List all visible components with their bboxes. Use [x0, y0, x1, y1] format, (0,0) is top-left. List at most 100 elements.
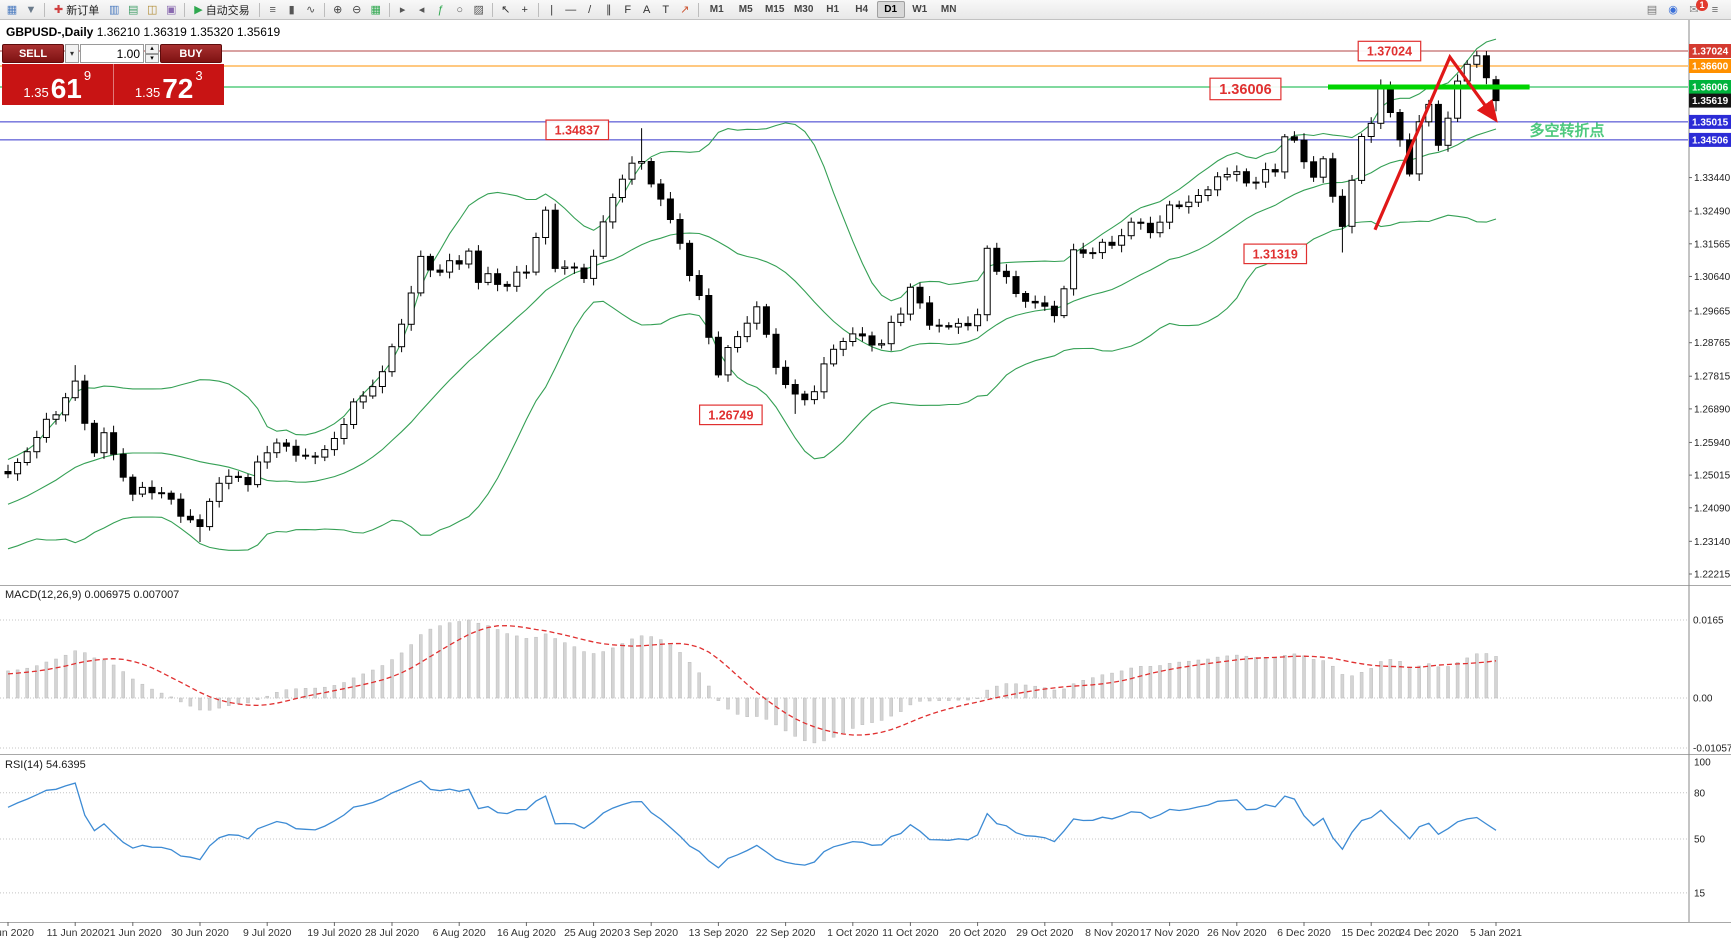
- macd-label: MACD(12,26,9) 0.006975 0.007007: [5, 589, 180, 601]
- chart-shift-icon[interactable]: ◂: [418, 3, 425, 16]
- arrows-icon[interactable]: ↗: [680, 3, 690, 16]
- price-pane[interactable]: [0, 38, 1688, 551]
- new-chart-icon[interactable]: ▦: [6, 3, 18, 16]
- svg-text:16 Aug 2020: 16 Aug 2020: [497, 927, 556, 939]
- buy-price-pip: 3: [195, 68, 203, 83]
- timeframe-d1[interactable]: D1: [876, 1, 905, 18]
- price-tag-1.34506: [1689, 132, 1731, 147]
- volume-decrease-button[interactable]: ▾: [145, 53, 159, 63]
- svg-text:20 Oct 2020: 20 Oct 2020: [949, 927, 1006, 939]
- timeframe-m15[interactable]: M15: [764, 4, 785, 15]
- volume-spinner: ▴ ▾: [145, 44, 159, 63]
- sell-price-panel[interactable]: 1.35 61 9: [2, 64, 114, 105]
- indicators-icon[interactable]: ƒ: [437, 3, 444, 16]
- sell-price-pip: 9: [83, 68, 92, 83]
- autotrading-button[interactable]: ▶ 自动交易: [189, 2, 254, 18]
- new-order-button-glyph: ✚: [54, 4, 64, 16]
- timeframe-h1[interactable]: H1: [826, 4, 840, 15]
- buy-price-panel[interactable]: 1.35 72 3: [113, 64, 224, 105]
- svg-text:8 Nov 2020: 8 Nov 2020: [1085, 927, 1139, 939]
- channel-icon[interactable]: ∥: [605, 3, 612, 16]
- timeframe-h4[interactable]: H4: [855, 4, 869, 15]
- volume-input[interactable]: [80, 44, 144, 63]
- toolbar-separator: [388, 2, 390, 17]
- timeframe-w1[interactable]: W1: [912, 4, 928, 15]
- cursor-icon[interactable]: ↖: [501, 3, 511, 16]
- toolbar-separator: [537, 2, 539, 17]
- macd-pane[interactable]: [6, 619, 1498, 744]
- svg-text:0.0165: 0.0165: [1693, 615, 1724, 626]
- rsi-line: [7, 780, 1497, 869]
- timeframe-mn[interactable]: MN: [940, 4, 957, 15]
- svg-text:9 Jul 2020: 9 Jul 2020: [243, 927, 292, 939]
- sell-button[interactable]: SELL: [2, 44, 64, 63]
- svg-text:11 Jun 2020: 11 Jun 2020: [47, 927, 104, 939]
- text-icon[interactable]: A: [643, 3, 651, 16]
- svg-text:1 Oct 2020: 1 Oct 2020: [827, 927, 879, 939]
- svg-text:26 Nov 2020: 26 Nov 2020: [1207, 927, 1267, 939]
- annotation-text: 1.36006: [1219, 82, 1271, 98]
- svg-text:15 Dec 2020: 15 Dec 2020: [1341, 927, 1401, 939]
- bollinger-upper: [7, 38, 1497, 460]
- new-order-button[interactable]: ✚ 新订单: [49, 2, 104, 18]
- data-window-icon[interactable]: ▤: [128, 3, 139, 16]
- zoom-out-icon[interactable]: ⊖: [352, 3, 362, 16]
- market-watch-icon[interactable]: ▥: [109, 3, 120, 16]
- bollinger-lower: [7, 214, 1497, 551]
- annotation-box[interactable]: [545, 119, 610, 141]
- menu-icon[interactable]: ≡: [1711, 3, 1719, 16]
- timeframe-m30[interactable]: M30: [793, 4, 814, 15]
- trendline-icon[interactable]: /: [588, 3, 592, 16]
- horizontal-line-icon[interactable]: —: [565, 3, 577, 16]
- toolbar-items: ▦ ▼ ✚ 新订单 ▥ ▤ ◫ ▣ ▶ 自动交易 ≡ ▮ ∿ ⊕ ⊖ ▦ ▸ ◂ ƒ ○ ▨ ↖ + | — / ∥ F A T ↗ M1 M5…: [3, 1, 963, 18]
- terminal-icon[interactable]: ▣: [166, 3, 177, 16]
- svg-text:13 Sep 2020: 13 Sep 2020: [689, 927, 749, 939]
- svg-text:24 Dec 2020: 24 Dec 2020: [1399, 927, 1459, 939]
- annotation-box[interactable]: [1243, 243, 1308, 265]
- tile-windows-icon[interactable]: ▦: [370, 3, 381, 16]
- rsi-pane[interactable]: [7, 780, 1497, 869]
- candlestick-chart-icon[interactable]: ▮: [288, 3, 295, 16]
- svg-text:1.36600: 1.36600: [1692, 61, 1729, 72]
- candles: [4, 51, 1500, 542]
- svg-text:1.30640: 1.30640: [1694, 272, 1731, 283]
- periods-icon[interactable]: ○: [456, 3, 464, 16]
- svg-text:21 Jun 2020: 21 Jun 2020: [104, 927, 162, 939]
- volume-increase-button[interactable]: ▴: [145, 44, 159, 54]
- svg-text:1.36006: 1.36006: [1692, 82, 1729, 93]
- svg-text:17 Nov 2020: 17 Nov 2020: [1140, 927, 1200, 939]
- auto-scroll-icon[interactable]: ▸: [399, 3, 406, 16]
- templates-icon[interactable]: ▨: [473, 3, 484, 16]
- timeframe-m1[interactable]: M1: [709, 4, 724, 15]
- chart-ohlc-values: 1.36210 1.36319 1.35320 1.35619: [96, 25, 281, 39]
- line-chart-icon[interactable]: ∿: [306, 3, 316, 16]
- chart-annotations: 1.37024 1.36006 1.34837 1.31319 1.26749 多空转折点: [545, 40, 1605, 426]
- svg-text:6 Dec 2020: 6 Dec 2020: [1277, 927, 1331, 939]
- fibonacci-icon[interactable]: F: [624, 3, 632, 16]
- annotation-box[interactable]: [1209, 77, 1282, 101]
- annotation-box[interactable]: [1357, 40, 1422, 62]
- toolbar-separator: [184, 2, 186, 17]
- bar-chart-icon[interactable]: ≡: [269, 3, 276, 16]
- buy-button[interactable]: BUY: [160, 44, 222, 63]
- text-label-icon[interactable]: T: [662, 3, 670, 16]
- zoom-in-icon[interactable]: ⊕: [333, 3, 343, 16]
- new-order-button-label: 新订单: [66, 4, 100, 17]
- news-icon[interactable]: ▤: [1646, 3, 1658, 16]
- community-icon[interactable]: ◉: [1668, 3, 1678, 16]
- toolbar: ▦ ▼ ✚ 新订单 ▥ ▤ ◫ ▣ ▶ 自动交易 ≡ ▮ ∿ ⊕ ⊖ ▦ ▸ ◂ ƒ ○ ▨ ↖ + | — / ∥ F A T ↗ M1 M5…: [0, 0, 1731, 20]
- crosshair-icon[interactable]: +: [521, 3, 528, 16]
- rsi-value: 54.6395: [45, 759, 86, 771]
- notifications-icon[interactable]: ✉ 1: [1685, 0, 1708, 18]
- timeframe-m5[interactable]: M5: [738, 4, 753, 15]
- volume-dropdown-button[interactable]: ▾: [65, 44, 79, 63]
- svg-text:1.35619: 1.35619: [1692, 96, 1729, 107]
- navigator-icon[interactable]: ◫: [147, 3, 158, 16]
- buy-price-big: 72: [162, 73, 194, 105]
- chart-profiles-icon[interactable]: ▼: [25, 3, 37, 16]
- vertical-line-icon[interactable]: |: [550, 3, 554, 16]
- annotation-box[interactable]: [698, 404, 763, 426]
- trend-arrow[interactable]: [1373, 53, 1498, 231]
